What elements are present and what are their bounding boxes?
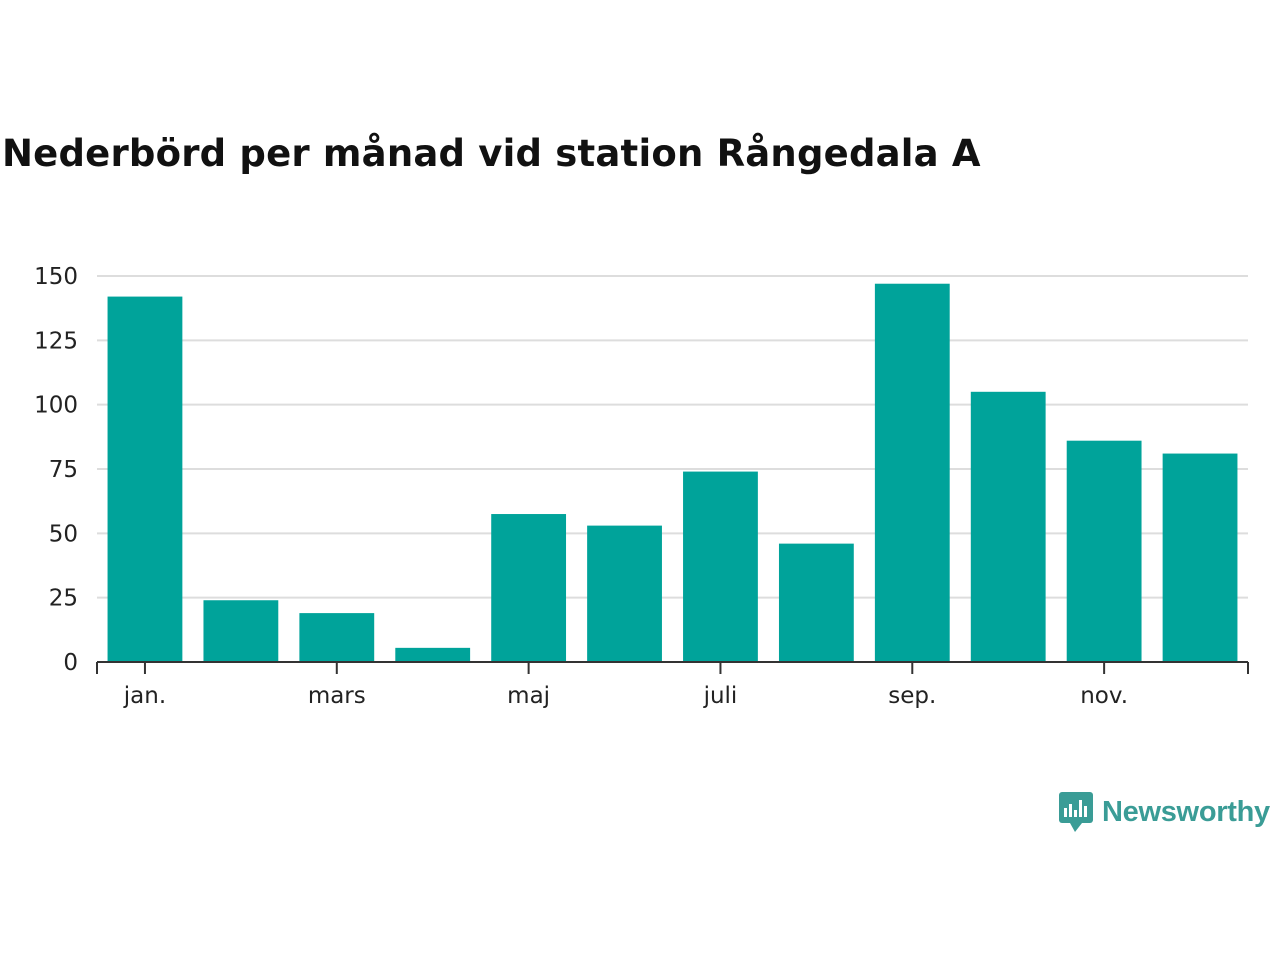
x-tick-label: juli (703, 683, 738, 709)
bar-feb (203, 600, 279, 662)
bar-dec (1162, 453, 1238, 662)
y-tick-label: 150 (34, 264, 78, 290)
brand-name: Newsworthy (1102, 795, 1270, 828)
bar-juli (683, 471, 758, 662)
y-tick-label: 125 (34, 328, 78, 354)
bar-nov (1066, 440, 1142, 662)
bar-okt (970, 391, 1046, 662)
gridlines (97, 275, 1248, 599)
newsworthy-logo-icon (1059, 792, 1093, 832)
chart-title: Nederbörd per månad vid station Rångedal… (2, 132, 981, 175)
y-tick-label: 25 (49, 586, 78, 612)
bar-maj (491, 514, 567, 662)
bar-aug (778, 543, 854, 662)
bar-jan (107, 296, 183, 662)
x-tick-label: sep. (888, 683, 936, 709)
bar-april (395, 647, 471, 662)
bars (107, 283, 1238, 662)
x-tick-label: mars (308, 683, 366, 709)
newsworthy-logo: Newsworthy (1058, 790, 1270, 834)
y-tick-label: 75 (49, 457, 78, 483)
bar-juni (587, 525, 662, 662)
x-tick-label: maj (507, 683, 550, 709)
y-tick-label: 0 (63, 650, 78, 676)
y-tick-label: 50 (49, 521, 78, 547)
x-axis: jan. mars maj juli sep. nov. (96, 661, 1249, 709)
x-tick-label: jan. (123, 683, 166, 709)
y-axis: 0 25 50 75 100 125 150 (34, 264, 78, 676)
x-tick-label: nov. (1080, 683, 1128, 709)
bar-sep (874, 283, 950, 662)
bar-mars (299, 613, 375, 662)
y-tick-label: 100 (34, 393, 78, 419)
